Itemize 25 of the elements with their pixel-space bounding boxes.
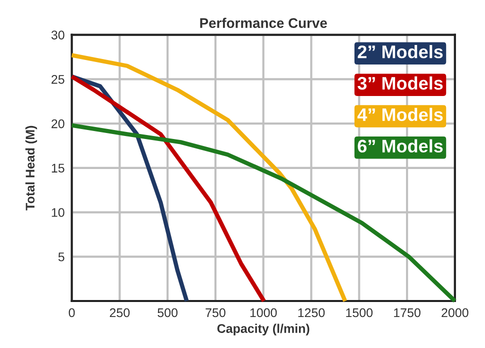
x-tick-label: 0	[68, 308, 75, 318]
x-tick-label: 1500	[346, 308, 373, 318]
x-tick-label: 750	[206, 308, 226, 318]
text: 4” Models	[357, 108, 443, 122]
x-tick-label: 500	[158, 308, 178, 318]
y-tick-label: 20	[52, 119, 64, 128]
line-series	[70, 53, 348, 304]
line-series	[70, 74, 266, 304]
y-tick-label: 15	[52, 164, 64, 173]
x-axis-title: Capacity (l/min)	[217, 324, 310, 336]
x-tick-label: 2000	[442, 308, 468, 318]
x-tick-label: 1750	[394, 308, 420, 318]
y-tick-label: 5	[58, 252, 64, 262]
y-axis-title: Total Head (M)	[25, 126, 38, 210]
x-tick-label: 250	[110, 308, 130, 318]
y-tick-label: 10	[52, 208, 64, 217]
y-tick-label: 25	[52, 74, 64, 84]
text: 6” Models	[358, 139, 443, 153]
x-tick-label: 1000	[250, 308, 277, 318]
chart-title: Performance Curve	[200, 18, 327, 28]
text: 3” Models	[358, 76, 443, 90]
text: 2” Models	[358, 45, 443, 58]
y-tick-label: 30	[51, 30, 64, 40]
x-tick-label: 1250	[298, 308, 325, 318]
line-series	[70, 74, 189, 304]
